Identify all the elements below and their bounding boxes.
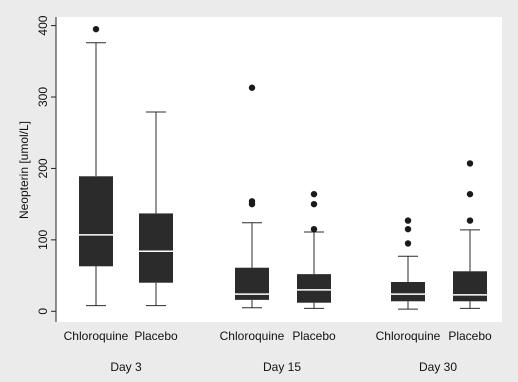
box-series	[79, 25, 487, 310]
iqr-box	[139, 213, 173, 283]
box-category-label: Placebo	[292, 329, 336, 343]
box-category-label: Chloroquine	[64, 329, 129, 343]
outlier-point	[248, 84, 256, 91]
outlier-point	[92, 25, 100, 33]
y-tick-label: 100	[36, 230, 50, 250]
box-day-15-placebo	[297, 190, 331, 309]
outlier-point	[310, 225, 318, 233]
outlier-point	[404, 240, 412, 247]
box-category-label: Chloroquine	[376, 329, 441, 343]
y-tick-label: 300	[36, 87, 50, 107]
y-tick-label: 400	[36, 15, 50, 35]
plot-area	[56, 17, 502, 322]
iqr-box	[297, 274, 331, 303]
group-label: Day 3	[110, 360, 142, 374]
box-day-3-placebo	[139, 111, 173, 307]
y-tick-label: 200	[36, 158, 50, 178]
box-category-label: Placebo	[134, 329, 178, 343]
box-category-label: Chloroquine	[220, 329, 285, 343]
outlier-point	[466, 160, 474, 167]
iqr-box	[391, 282, 425, 302]
outlier-point	[466, 190, 474, 198]
outlier-point	[310, 200, 318, 208]
outlier-point	[310, 190, 318, 198]
group-label: Day 15	[263, 360, 301, 374]
box-day-30-chloroquine	[391, 217, 425, 310]
y-axis-label: Neopterin [umol/L]	[17, 121, 31, 219]
box-day-30-placebo	[453, 160, 487, 309]
iqr-box	[235, 267, 269, 300]
outlier-point	[404, 225, 412, 233]
box-category-label: Placebo	[448, 329, 492, 343]
y-tick-label: 0	[36, 308, 50, 315]
outlier-point	[248, 198, 256, 205]
box-day-3-chloroquine	[79, 25, 113, 307]
outlier-point	[404, 217, 412, 224]
x-axis-labels: Chloroquine Placebo Day 3 Chloroquine Placeb…	[64, 329, 492, 374]
box-day-15-chloroquine	[235, 84, 269, 309]
y-axis-ticks: 0 100 200 300 400	[36, 15, 56, 315]
iqr-box	[453, 271, 487, 302]
iqr-box	[79, 176, 113, 267]
group-label: Day 30	[419, 360, 457, 374]
outlier-point	[466, 217, 474, 224]
